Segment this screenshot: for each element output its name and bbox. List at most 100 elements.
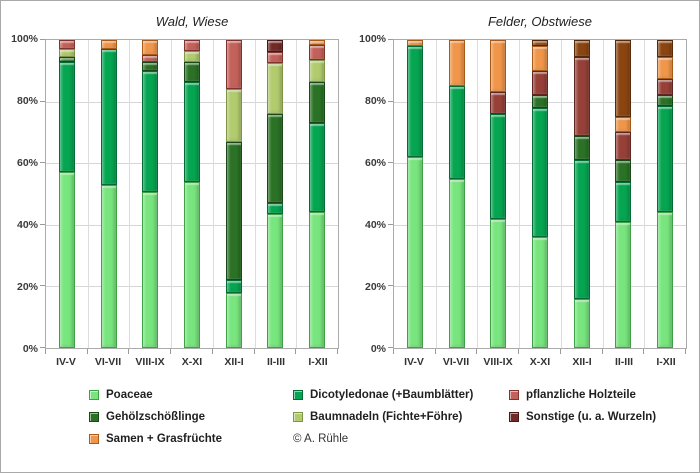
x-axis-label: I-XII <box>656 356 676 368</box>
x-axis: IV-V VI-VII VIII-IX X-XI XII-I II-III I-XII <box>45 349 339 368</box>
bar-VI-VII <box>448 40 465 348</box>
x-tick <box>393 349 394 354</box>
legend-column: pflanzliche Holzteile Sonstige (u. a. Wur… <box>509 384 699 450</box>
legend-column: Dicotyledonae (+Baumblätter) Baumnadeln (… <box>293 384 509 450</box>
category-gridline <box>560 40 562 348</box>
x-axis-label: XII-I <box>572 356 592 368</box>
legend-label: Poaceae <box>106 389 153 401</box>
legend: Poaceae Gehölzschößlinge Samen + Grasfrüch… <box>89 384 699 450</box>
bar-VI-VII <box>100 40 117 348</box>
segment-holzteile <box>225 40 242 90</box>
y-axis: 0% 20% 40% 60% 80% 100% <box>353 33 393 355</box>
category-gridline <box>435 40 437 348</box>
segment-dicotyledonae <box>573 160 590 299</box>
poaceae-swatch <box>89 390 99 400</box>
segment-poaceae <box>225 292 242 348</box>
dicotyledonae-swatch <box>293 390 303 400</box>
category-slot <box>88 40 130 348</box>
category-gridline <box>296 40 298 348</box>
segment-gehoelzschoesslinge <box>573 135 590 161</box>
legend-label: Baumnadeln (Fichte+Föhre) <box>310 411 463 423</box>
plot-area: 0% 20% 40% 60% 80% 100% <box>5 33 339 355</box>
y-axis-label: 60% <box>16 157 38 169</box>
legend-label: Dicotyledonae (+Baumblätter) <box>310 389 474 401</box>
bar-II-III <box>615 40 632 348</box>
segment-poaceae <box>657 212 674 348</box>
x-tick <box>601 349 603 354</box>
category-slot <box>129 40 171 348</box>
segment-samen <box>100 40 117 50</box>
x-axis-label: IV-V <box>56 356 76 368</box>
segment-holzteile <box>573 56 590 136</box>
y-tick <box>40 223 45 225</box>
segment-holzteile <box>657 78 674 96</box>
segment-baumnadeln <box>225 89 242 142</box>
plot-area: 0% 20% 40% 60% 80% 100% <box>353 33 687 355</box>
segment-sonstige <box>532 40 549 47</box>
x-axis-label: VI-VII <box>442 356 470 368</box>
x-axis-label: II-III <box>266 356 286 368</box>
x-axis-label: XII-I <box>224 356 244 368</box>
category-gridline <box>644 40 646 348</box>
x-tick <box>685 349 686 354</box>
slots <box>46 40 338 348</box>
category-gridline <box>254 40 256 348</box>
segment-baumnadeln <box>58 49 75 57</box>
segment-dicotyledonae <box>448 86 465 179</box>
segment-samen <box>532 46 549 71</box>
segment-gehoelzschoesslinge <box>615 160 632 182</box>
segment-poaceae <box>309 212 326 348</box>
y-tick <box>40 285 45 287</box>
category-slot <box>644 40 686 348</box>
segment-dicotyledonae <box>184 81 201 182</box>
sonstige-swatch <box>509 412 519 422</box>
legend-credit: © A. Rühle <box>293 428 509 450</box>
category-gridline <box>477 40 479 348</box>
segment-gehoelzschoesslinge <box>267 113 284 204</box>
segment-poaceae <box>532 237 549 348</box>
y-axis-label: 40% <box>16 219 38 231</box>
x-tick <box>253 349 255 354</box>
segment-samen <box>657 56 674 79</box>
chart-title: Felder, Obstwiese <box>487 14 593 29</box>
legend-item-baumnadeln: Baumnadeln (Fichte+Föhre) <box>293 406 509 428</box>
category-slot <box>436 40 478 348</box>
segment-gehoelzschoesslinge <box>309 81 326 124</box>
category-slot <box>255 40 297 348</box>
segment-sonstige <box>657 40 674 57</box>
legend-label: Gehölzschößlinge <box>106 411 206 423</box>
x-tick <box>643 349 645 354</box>
y-tick <box>40 100 45 102</box>
y-tick <box>388 285 393 287</box>
bar-I-XII <box>309 40 326 348</box>
charts-row: Wald, Wiese 0% 20% 40% 60% 80% 100% IV-V VI-VI… <box>1 1 699 368</box>
segment-holzteile <box>532 70 549 96</box>
legend-column: Poaceae Gehölzschößlinge Samen + Grasfrüch… <box>89 384 293 450</box>
x-axis-label: IV-V <box>404 356 424 368</box>
legend-item-gehoelzschoesslinge: Gehölzschößlinge <box>89 406 293 428</box>
bar-VIII-IX <box>142 40 159 348</box>
category-slot <box>561 40 603 348</box>
segment-gehoelzschoesslinge <box>184 61 201 82</box>
bar-X-XI <box>532 40 549 348</box>
legend-label: pflanzliche Holzteile <box>526 389 636 401</box>
y-axis-label: 80% <box>364 95 386 107</box>
x-tick <box>128 349 130 354</box>
bar-X-XI <box>184 40 201 348</box>
y-axis-label: 80% <box>16 95 38 107</box>
segment-holzteile <box>58 40 75 50</box>
y-axis-label: 40% <box>364 219 386 231</box>
segment-holzteile <box>615 132 632 161</box>
x-tick <box>518 349 520 354</box>
x-tick <box>434 349 436 354</box>
segment-gehoelzschoesslinge <box>532 95 549 108</box>
segment-dicotyledonae <box>657 106 674 213</box>
category-slot <box>603 40 645 348</box>
bar-II-III <box>267 40 284 348</box>
category-slot <box>477 40 519 348</box>
bar-I-XII <box>657 40 674 348</box>
legend-label: Sonstige (u. a. Wurzeln) <box>526 411 657 423</box>
segment-dicotyledonae <box>309 123 326 213</box>
segment-samen <box>142 40 159 56</box>
